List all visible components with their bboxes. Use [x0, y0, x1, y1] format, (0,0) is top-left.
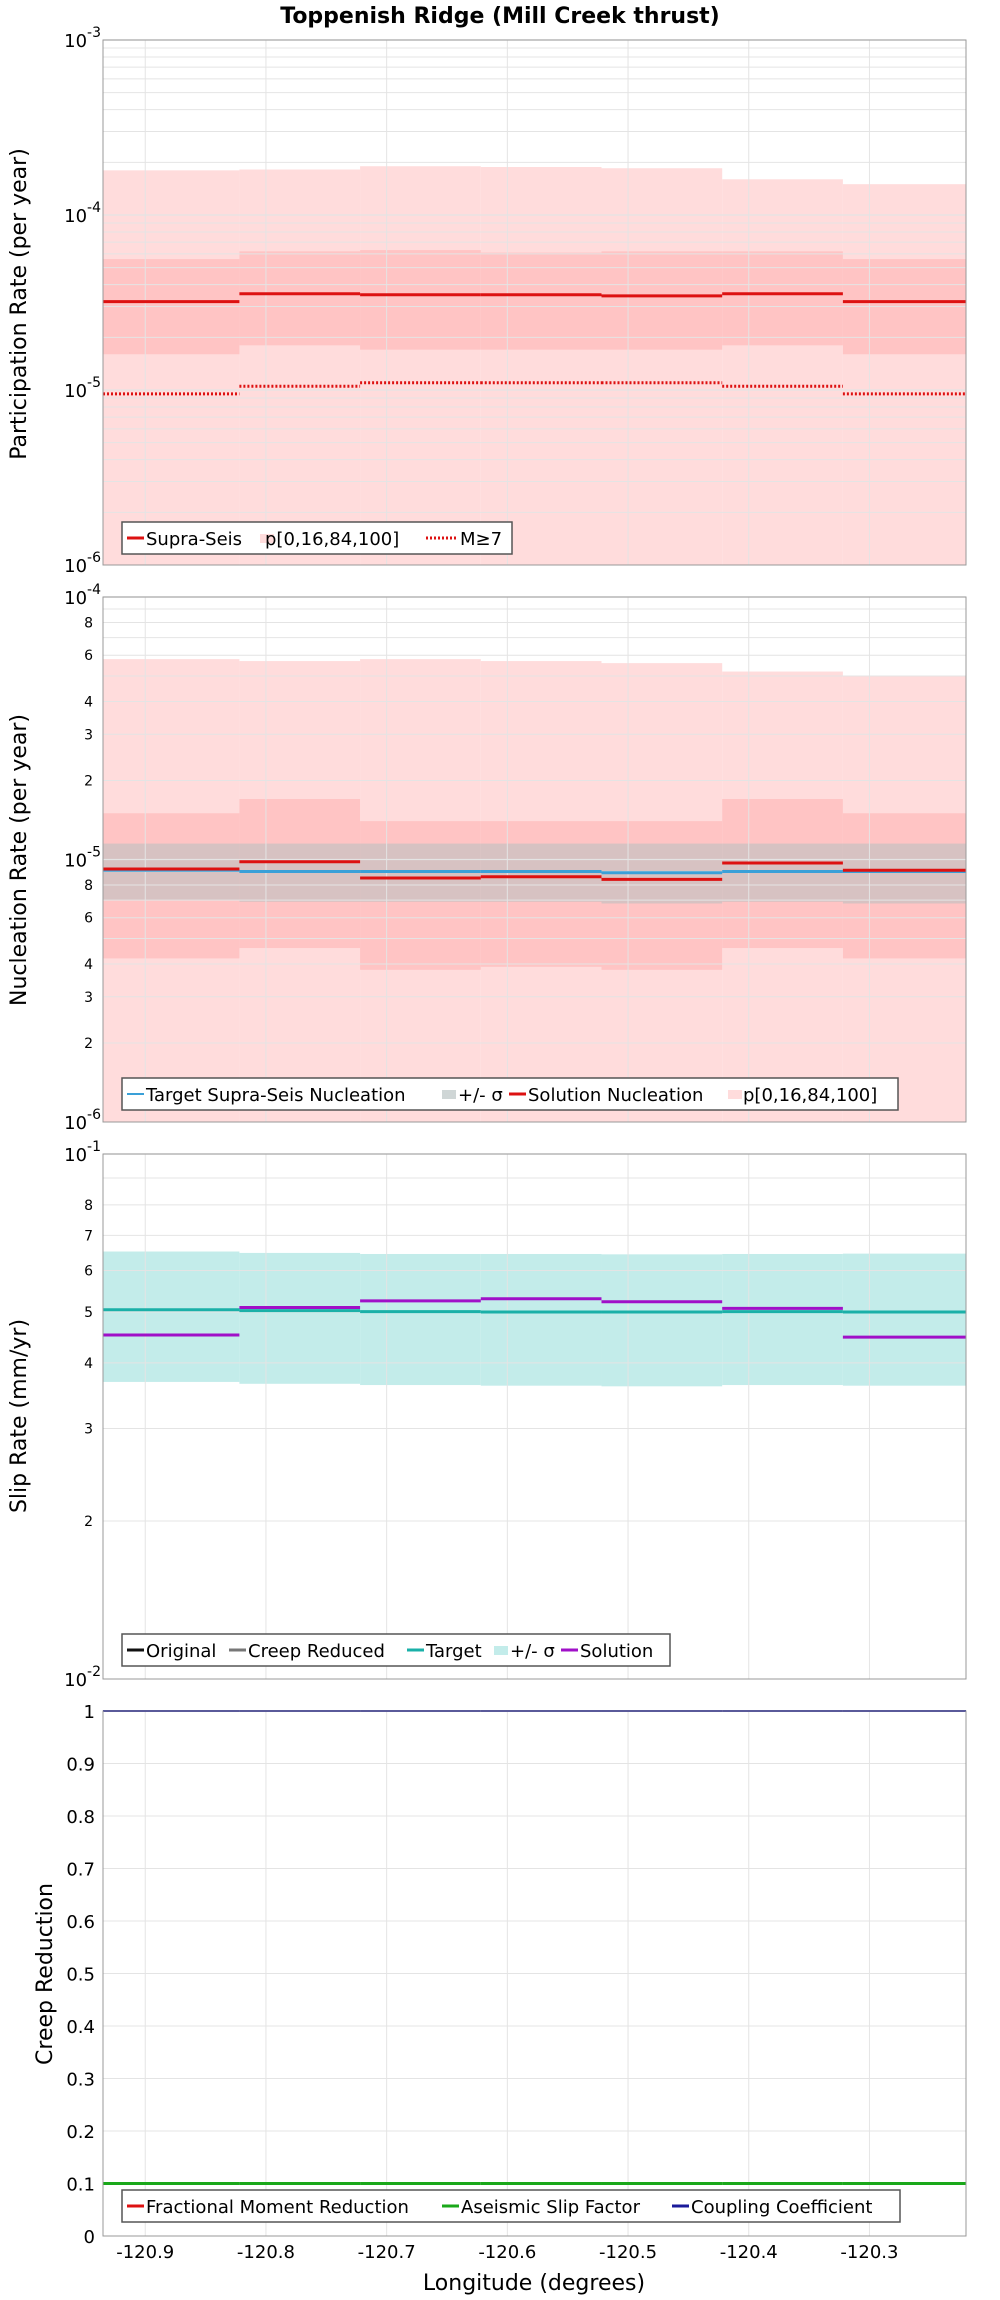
legend-label-percentile: p[0,16,84,100] — [265, 529, 399, 550]
creep-reduction-panel: Creep Reduction 1 0.9 0.8 0.7 0.6 0.5 0.4 0.3 0.… — [33, 1702, 967, 2248]
y-minor-tick-label: 2 — [84, 773, 93, 789]
x-tick-label: -120.8 — [237, 2242, 295, 2263]
legend-label-sigma: +/- σ — [510, 1641, 555, 1662]
y-minor-tick-label: 4 — [84, 957, 93, 973]
band-p16-84-bin-4 — [601, 251, 723, 350]
legend-label-coupling-coefficient: Coupling Coefficient — [691, 2197, 872, 2218]
band--bin-5 — [722, 1253, 843, 1386]
legend: Original Creep Reduced Target +/- σ Solu… — [121, 1633, 671, 1667]
legend: Fractional Moment Reduction Aseismic Sli… — [121, 2189, 901, 2223]
nucleation-rate-panel: Nucleation Rate (per year) 10-4 10-5 10-6 8… — [7, 582, 967, 1134]
y-minor-tick-label: 8 — [84, 1198, 93, 1214]
participation-rate-ylabel: Participation Rate (per year) — [7, 148, 32, 460]
band-p-0-16-84-100-bin-3 — [480, 167, 602, 565]
legend-label-creep-reduced: Creep Reduced — [248, 1641, 385, 1662]
band-p-0-16-84-100-bin-5 — [722, 179, 843, 566]
y-tick-label: 10-3 — [64, 25, 101, 52]
chart-title: Toppenish Ridge (Mill Creek thrust) — [280, 4, 720, 29]
y-tick-label: 10-6 — [64, 550, 101, 577]
y-tick-label: 10-5 — [64, 375, 101, 402]
legend-swatch-percentile-band — [260, 534, 274, 543]
legend-label-aseismic-slip-factor: Aseismic Slip Factor — [461, 2197, 641, 2218]
band--bin-3 — [480, 1253, 602, 1386]
y-minor-tick-label: 3 — [84, 1422, 93, 1438]
creep-reduction-ylabel: Creep Reduction — [33, 1883, 58, 2065]
x-tick-label: -120.4 — [720, 2242, 778, 2263]
y-tick-label: 0.6 — [66, 1912, 95, 1933]
y-tick-label: 0.5 — [66, 1965, 95, 1986]
y-tick-label: 10-5 — [64, 845, 101, 872]
band-p-0-16-84-100-bin-4 — [601, 168, 723, 566]
slip-rate-panel: Slip Rate (mm/yr) 10-1 10-2 8 7 6 5 4 3 2 Origin… — [7, 1139, 967, 1691]
y-tick-label: 10-2 — [64, 1664, 101, 1691]
band-p-0-16-84-100-bin-2 — [360, 166, 481, 565]
y-minor-tick-label: 8 — [84, 878, 93, 894]
legend-swatch-percentile-band — [728, 1090, 742, 1099]
legend-label-m7: M≥7 — [460, 529, 502, 550]
band-p-0-16-84-100-bin-0 — [103, 170, 240, 565]
legend-label-target-nucleation: Target Supra-Seis Nucleation — [145, 1085, 406, 1106]
y-minor-tick-label: 6 — [84, 911, 93, 927]
legend-label-original: Original — [146, 1641, 216, 1662]
band-p16-84-bin-1 — [239, 251, 361, 346]
y-minor-tick-label: 4 — [84, 1356, 93, 1372]
x-tick-label: -120.5 — [599, 2242, 657, 2263]
y-minor-tick-label: 3 — [84, 990, 93, 1006]
band-p-0-16-84-100-bin-6 — [842, 184, 966, 566]
band--bin-6 — [842, 1253, 966, 1386]
band--bin-2 — [360, 1253, 481, 1386]
legend-label-supra-seis: Supra-Seis — [146, 529, 242, 550]
slip-rate-ylabel: Slip Rate (mm/yr) — [7, 1319, 32, 1513]
y-minor-tick-label: 6 — [84, 648, 93, 664]
y-tick-label: 10-6 — [64, 1107, 101, 1134]
band-p16-84-bin-5 — [722, 251, 843, 346]
x-axis-ticks: -120.9 -120.8 -120.7 -120.6 -120.5 -120.4 -120… — [116, 2242, 898, 2263]
nucleation-rate-ylabel: Nucleation Rate (per year) — [7, 714, 32, 1006]
y-tick-label: 10-4 — [64, 582, 101, 609]
band-p16-84-bin-3 — [480, 252, 602, 350]
y-tick-label: 0.2 — [66, 2122, 95, 2143]
y-tick-label: 0 — [84, 2227, 95, 2248]
legend-swatch-sigma — [494, 1646, 508, 1655]
band--bin-6 — [842, 843, 966, 904]
x-axis-label: Longitude (degrees) — [423, 2271, 645, 2296]
x-tick-label: -120.6 — [478, 2242, 536, 2263]
legend-swatch-sigma — [442, 1090, 456, 1099]
y-tick-label: 0.4 — [66, 2017, 95, 2038]
band--bin-4 — [601, 1254, 723, 1387]
band-p-0-16-84-100-bin-1 — [239, 169, 361, 566]
y-minor-tick-label: 3 — [84, 727, 93, 743]
legend-label-solution-nucleation: Solution Nucleation — [528, 1085, 703, 1106]
y-tick-label: 1 — [84, 1702, 95, 1723]
legend-label-fractional-moment-reduction: Fractional Moment Reduction — [146, 2197, 409, 2218]
legend-label-sigma: +/- σ — [458, 1085, 503, 1106]
y-tick-label: 0.3 — [66, 2070, 95, 2091]
y-tick-label: 0.1 — [66, 2175, 95, 2196]
band--bin-1 — [239, 1252, 361, 1384]
x-tick-label: -120.9 — [116, 2242, 174, 2263]
legend: Supra-Seis p[0,16,84,100] M≥7 — [121, 521, 513, 555]
y-minor-tick-label: 5 — [84, 1305, 93, 1321]
participation-rate-panel: Participation Rate (per year) 10-3 10-4 10… — [7, 25, 967, 577]
band-p16-84-bin-2 — [360, 250, 481, 350]
y-minor-tick-label: 8 — [84, 615, 93, 631]
x-tick-label: -120.3 — [840, 2242, 898, 2263]
legend-label-percentile: p[0,16,84,100] — [743, 1085, 877, 1106]
legend-label-solution: Solution — [580, 1641, 653, 1662]
legend: Target Supra-Seis Nucleation +/- σ Solut… — [121, 1077, 899, 1111]
y-minor-tick-label: 2 — [84, 1514, 93, 1530]
y-tick-label: 0.8 — [66, 1807, 95, 1828]
y-tick-label: 10-1 — [64, 1139, 101, 1166]
band--bin-0 — [103, 1251, 240, 1382]
x-tick-label: -120.7 — [358, 2242, 416, 2263]
y-tick-label: 0.9 — [66, 1755, 95, 1776]
legend-label-target: Target — [425, 1641, 482, 1662]
y-minor-tick-label: 6 — [84, 1263, 93, 1279]
y-minor-tick-label: 4 — [84, 694, 93, 710]
y-minor-tick-label: 7 — [84, 1228, 93, 1244]
y-tick-label: 0.7 — [66, 1860, 95, 1881]
y-minor-tick-label: 2 — [84, 1036, 93, 1052]
y-tick-label: 10-4 — [64, 200, 101, 227]
